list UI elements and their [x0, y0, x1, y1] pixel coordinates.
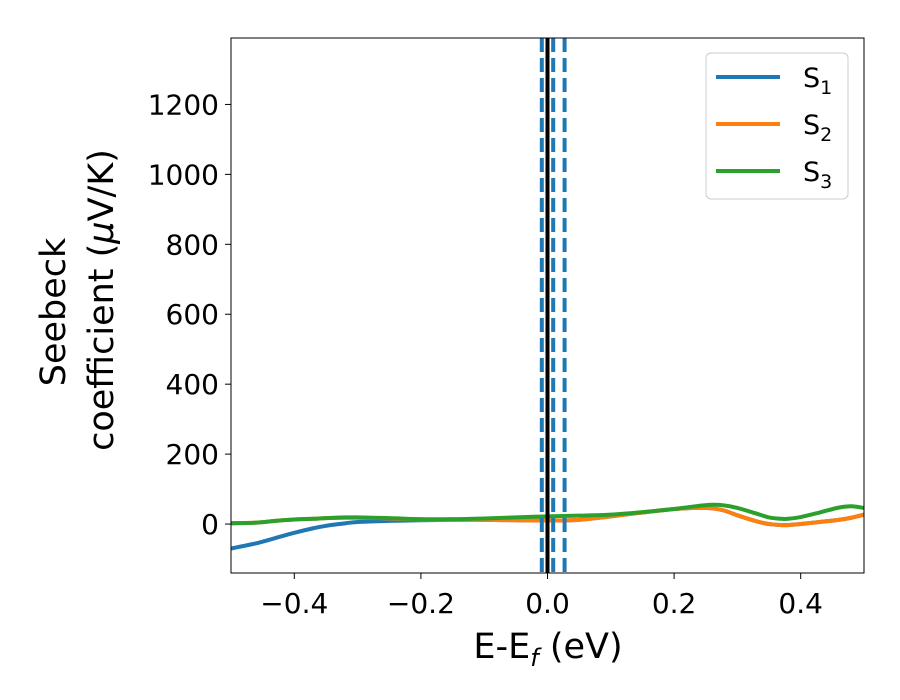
y-tick-label: 800 [166, 228, 219, 261]
legend-label-s3: S3 [803, 157, 832, 193]
x-axis-label-tail: (eV) [539, 627, 623, 667]
x-tick-label: 0.2 [652, 587, 697, 620]
x-tick-label: −0.4 [260, 587, 328, 620]
y-axis-label: Seebeck coefficient (μV/K) [34, 149, 122, 451]
x-tick-label: 0.0 [525, 587, 570, 620]
legend-items: S1 S2 S3 [716, 63, 832, 193]
y-tick-label: 1000 [148, 158, 219, 191]
y-tick-label: 400 [166, 368, 219, 401]
legend-label-s1: S1 [803, 63, 832, 99]
x-axis-ticks: −0.4 −0.2 0.0 0.2 0.4 [260, 573, 823, 620]
vertical-lines-layer [539, 38, 567, 573]
y-axis-label-line2: coefficient (μV/K) [82, 149, 122, 451]
y-tick-label: 0 [201, 508, 219, 541]
y-tick-label: 200 [166, 438, 219, 471]
y-tick-label: 1200 [148, 88, 219, 121]
x-axis-label: E-Ef (eV) [473, 627, 622, 672]
y-tick-label: 600 [166, 298, 219, 331]
y-axis-label-line1: Seebeck [34, 237, 74, 386]
series-layer [231, 502, 864, 551]
y-axis-ticks: 0 200 400 600 800 1000 1200 [148, 88, 231, 541]
y-axis-label-suffix: V/K) [82, 149, 122, 221]
y-axis-label-mu: μ [82, 221, 122, 244]
x-tick-label: 0.4 [778, 587, 823, 620]
legend: S1 S2 S3 [705, 52, 849, 200]
series-line-s3 [231, 502, 864, 526]
x-axis-label-main: E-E [473, 627, 530, 667]
y-axis-label-prefix: coefficient ( [82, 244, 122, 451]
legend-label-s2: S2 [803, 110, 832, 146]
x-tick-label: −0.2 [387, 587, 455, 620]
